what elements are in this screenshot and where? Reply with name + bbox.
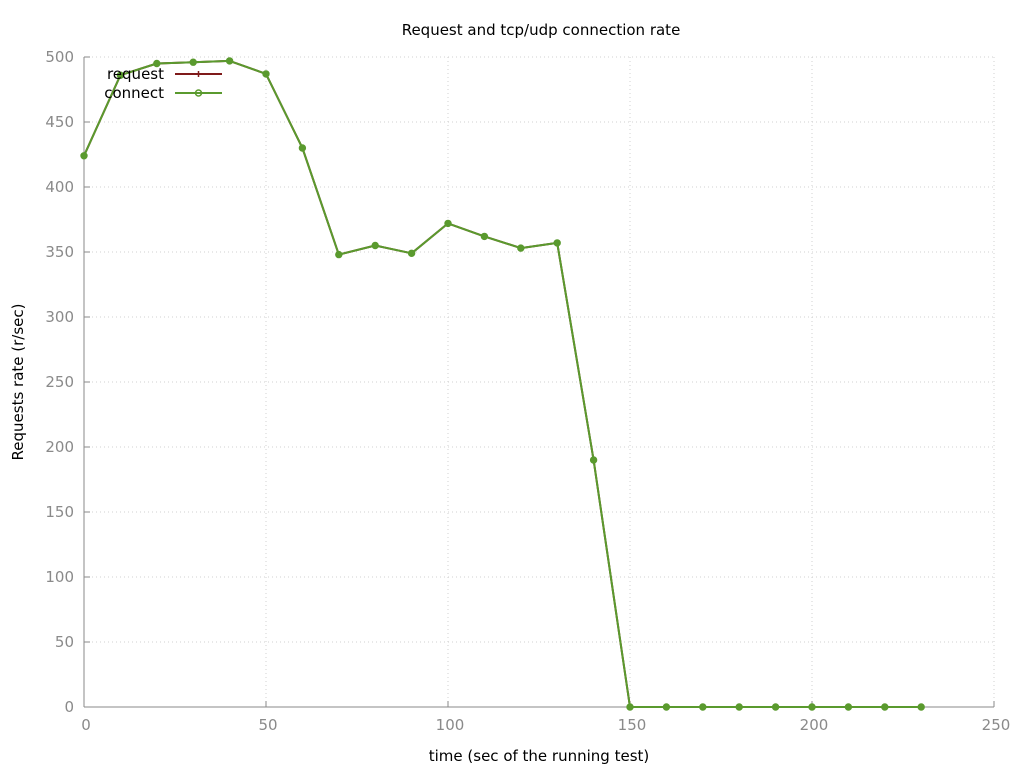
series-connect [80, 57, 925, 711]
y-tick-label: 300 [45, 308, 74, 326]
legend-marker [195, 71, 202, 77]
data-point-connect [153, 59, 161, 68]
data-point-connect [662, 703, 671, 711]
data-point-connect [735, 703, 743, 711]
data-point-connect [480, 232, 489, 241]
data-point-connect [225, 57, 234, 65]
data-point-connect [589, 456, 598, 464]
x-tick-label: 0 [81, 716, 91, 734]
data-point-connect [553, 239, 561, 247]
data-point-connect [298, 144, 307, 152]
y-tick-label: 400 [45, 178, 74, 196]
y-tick-label: 150 [45, 503, 74, 521]
y-tick-label: 450 [45, 113, 74, 131]
data-point-connect [262, 70, 270, 78]
y-tick-label: 200 [45, 438, 74, 456]
data-point-connect [80, 152, 88, 160]
y-axis-label: Requests rate (r/sec) [9, 304, 27, 461]
data-point-connect [517, 244, 525, 252]
data-point-connect [116, 71, 125, 79]
legend-marker [194, 89, 203, 97]
series-line-connect [83, 59, 922, 708]
y-tick-label: 350 [45, 243, 74, 261]
y-tick-label: 100 [45, 568, 74, 586]
data-point-connect [699, 703, 707, 711]
data-point-connect [626, 703, 634, 711]
series-line-request [83, 59, 922, 708]
x-tick-label: 50 [258, 716, 277, 734]
x-tick-label: 200 [800, 716, 829, 734]
y-tick-label: 50 [55, 633, 74, 651]
series-request [81, 57, 925, 710]
grid-lines [83, 56, 995, 708]
x-tick-label: 150 [618, 716, 647, 734]
data-point-connect [444, 219, 452, 228]
data-point-connect [189, 58, 197, 66]
data-point-connect [371, 241, 379, 250]
data-point-connect [881, 703, 889, 711]
x-axis-label: time (sec of the running test) [429, 747, 650, 765]
legend-label: request [107, 65, 164, 83]
y-tick-label: 500 [45, 48, 74, 66]
legend-item-request: request [107, 65, 222, 83]
chart-title: Request and tcp/udp connection rate [402, 21, 681, 39]
data-point-connect [917, 703, 925, 711]
data-point-connect [771, 703, 780, 711]
x-tick-label: 250 [982, 716, 1011, 734]
x-tick-label: 100 [436, 716, 465, 734]
data-point-connect [844, 703, 853, 711]
series-layer [80, 57, 925, 711]
legend-item-connect: connect [104, 84, 222, 102]
data-point-connect [335, 250, 343, 259]
y-tick-label: 0 [64, 698, 74, 716]
data-point-connect [407, 249, 416, 258]
data-point-connect [808, 703, 816, 711]
legend-label: connect [104, 84, 164, 102]
y-tick-label: 250 [45, 373, 74, 391]
tick-labels: 0 50 100 150 200 250 0 50 100 150 200 250 300 350 400 4… [45, 48, 1010, 734]
